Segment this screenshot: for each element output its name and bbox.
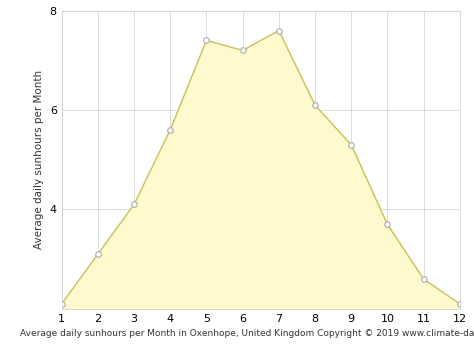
Y-axis label: Average daily sunhours per Month: Average daily sunhours per Month [34,70,44,249]
X-axis label: Average daily sunhours per Month in Oxenhope, United Kingdom Copyright © 2019 ww: Average daily sunhours per Month in Oxen… [20,329,474,338]
